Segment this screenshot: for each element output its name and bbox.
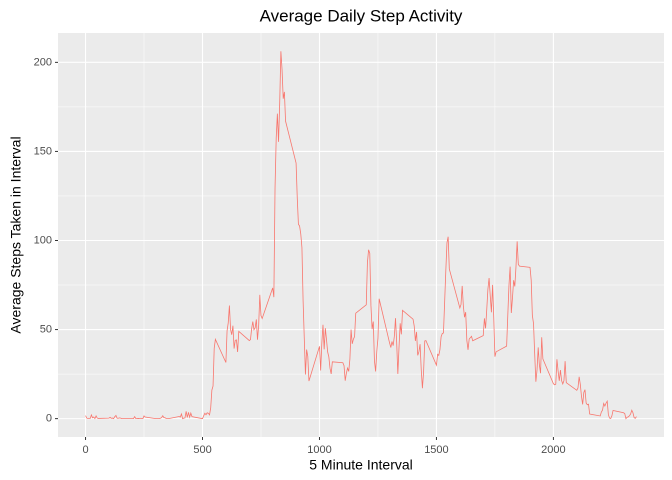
y-tick-label: 0	[46, 413, 52, 425]
x-tick-label: 1000	[307, 444, 331, 456]
x-tick-label: 500	[193, 444, 211, 456]
x-axis-title: 5 Minute Interval	[309, 457, 413, 473]
panel	[58, 33, 664, 437]
x-tick-label: 0	[82, 444, 88, 456]
y-tick-label: 50	[40, 323, 52, 335]
y-axis-title: Average Steps Taken in Interval	[8, 136, 24, 333]
y-tick-label: 100	[34, 234, 52, 246]
x-tick-label: 1500	[424, 444, 448, 456]
y-tick-label: 150	[34, 145, 52, 157]
y-tick-label: 200	[34, 56, 52, 68]
x-tick-label: 2000	[541, 444, 565, 456]
chart-title: Average Daily Step Activity	[260, 6, 463, 25]
line-series	[85, 51, 637, 420]
